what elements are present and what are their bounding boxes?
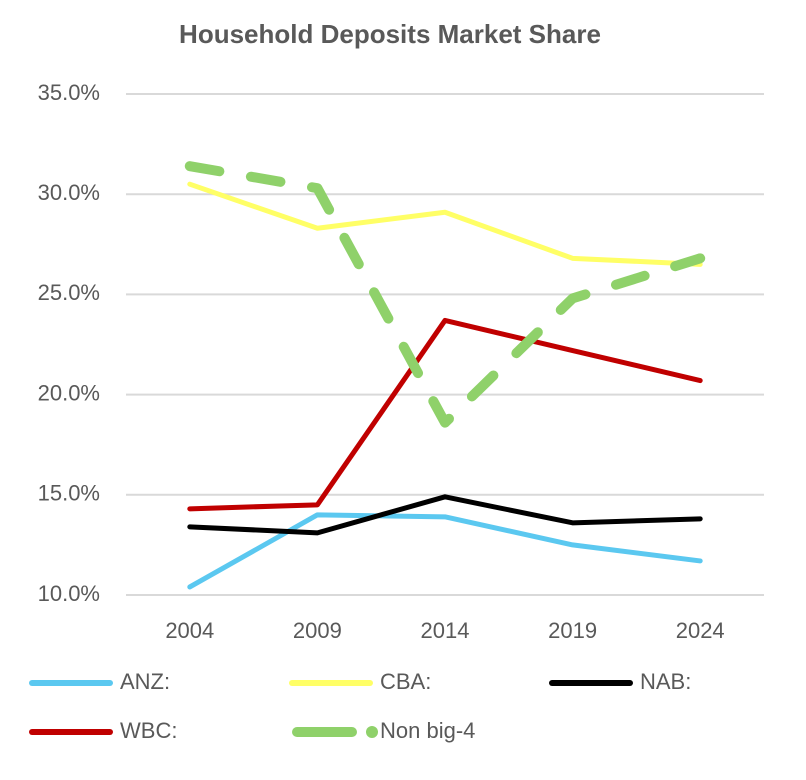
legend-label: NAB: — [640, 669, 691, 694]
y-tick-label: 35.0% — [38, 80, 100, 105]
x-tick-label: 2009 — [293, 618, 342, 643]
series-line — [184, 161, 706, 428]
legend-swatch-dot — [366, 726, 378, 738]
series-line — [187, 317, 703, 512]
y-tick-label: 10.0% — [38, 581, 100, 606]
series-line — [187, 494, 703, 536]
y-tick-label: 20.0% — [38, 380, 100, 405]
x-tick-label: 2004 — [165, 618, 214, 643]
legend-label: Non big-4 — [380, 718, 475, 743]
chart-title: Household Deposits Market Share — [179, 19, 601, 49]
x-tick-label: 2014 — [421, 618, 470, 643]
y-tick-label: 15.0% — [38, 481, 100, 506]
series-line — [187, 512, 703, 590]
legend-label: CBA: — [380, 669, 431, 694]
y-tick-label: 25.0% — [38, 280, 100, 305]
legend-label: WBC: — [120, 718, 177, 743]
series-line — [187, 181, 703, 267]
x-tick-label: 2024 — [676, 618, 725, 643]
legend-label: ANZ: — [120, 669, 170, 694]
y-tick-label: 30.0% — [38, 180, 100, 205]
x-tick-label: 2019 — [548, 618, 597, 643]
